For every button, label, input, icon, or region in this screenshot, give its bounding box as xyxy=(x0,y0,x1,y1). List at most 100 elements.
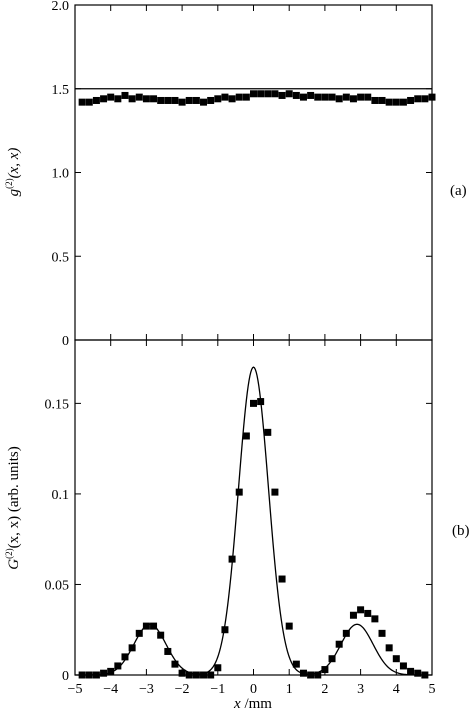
x-tick-label: 1 xyxy=(286,682,293,697)
data-point xyxy=(78,98,86,106)
data-point xyxy=(328,655,336,663)
data-point xyxy=(292,660,300,668)
data-point xyxy=(178,669,186,677)
y-tick-label: 2.0 xyxy=(52,0,70,14)
data-point xyxy=(157,96,165,104)
data-point xyxy=(207,96,215,104)
data-point xyxy=(92,96,100,104)
data-point xyxy=(107,93,115,101)
data-point xyxy=(385,98,393,106)
data-point xyxy=(271,90,279,98)
data-point xyxy=(114,95,122,103)
panel-a-label: (a) xyxy=(450,183,467,199)
panel-b-y-tick-labels: 0 0.05 0.1 0.15 xyxy=(45,397,70,684)
panel-a-y-axis-label-sup: (2) xyxy=(4,178,14,189)
panel-b-frame xyxy=(74,339,433,676)
panel-b-y-axis-label-sup: (2) xyxy=(4,548,14,559)
x-tick-label: −1 xyxy=(210,682,225,697)
data-point xyxy=(214,664,222,672)
panel-a-y-ticks xyxy=(75,4,432,341)
panel-a-frame xyxy=(74,4,433,341)
data-point xyxy=(228,95,236,103)
data-point xyxy=(200,98,208,106)
panel-b-x-ticks xyxy=(74,340,433,675)
data-point xyxy=(292,91,300,99)
panel-b-y-axis-label: G(2)(x, x) (arb. units) xyxy=(4,446,22,569)
panel-b-label: (b) xyxy=(452,523,470,539)
data-point xyxy=(114,662,122,670)
data-point xyxy=(150,95,158,103)
data-point xyxy=(371,615,379,623)
panel-a: 0 0.5 1.0 1.5 2.0 g(2)(x, x) (a) xyxy=(4,0,467,349)
y-tick-label: 1.0 xyxy=(52,167,70,182)
panel-b-x-tick-labels: −5 −4 −3 −2 −1 0 1 2 3 4 5 xyxy=(68,682,436,697)
data-point xyxy=(349,95,357,103)
x-tick-label: 5 xyxy=(429,682,436,697)
data-point xyxy=(257,90,265,98)
y-tick-label: 0.05 xyxy=(45,578,70,593)
data-point xyxy=(407,667,415,675)
data-point xyxy=(185,671,193,679)
panel-b-y-ticks xyxy=(75,402,432,676)
data-point xyxy=(399,98,407,106)
data-point xyxy=(307,671,315,679)
data-point xyxy=(192,671,200,679)
data-point xyxy=(200,671,208,679)
data-point xyxy=(421,95,429,103)
y-tick-label: 0 xyxy=(62,334,69,349)
data-point xyxy=(242,93,250,101)
data-point xyxy=(428,93,436,101)
data-point xyxy=(250,399,257,407)
data-point xyxy=(357,606,365,614)
x-tick-label: 3 xyxy=(357,682,364,697)
data-point xyxy=(100,95,108,103)
panel-a-y-axis-label-main: g xyxy=(6,188,22,196)
panel-b-x-axis-label: x /mm xyxy=(233,696,272,712)
data-point xyxy=(85,98,93,106)
data-point xyxy=(342,93,350,101)
panel-b-y-axis-label-rest: (x, x) (arb. units) xyxy=(6,446,22,548)
data-point xyxy=(214,95,222,103)
y-tick-label: 0.1 xyxy=(52,488,70,503)
data-point xyxy=(314,671,322,679)
data-point xyxy=(192,96,200,104)
x-tick-label: −3 xyxy=(139,682,154,697)
data-point xyxy=(264,90,272,98)
data-point xyxy=(171,96,179,104)
data-point xyxy=(221,93,229,101)
y-tick-label: 1.5 xyxy=(52,83,70,98)
data-point xyxy=(235,93,243,101)
data-point xyxy=(392,655,400,663)
panel-b-y-axis-label-main: G xyxy=(6,559,22,570)
fit-line xyxy=(75,366,432,676)
data-point xyxy=(171,660,179,668)
data-point xyxy=(364,609,372,617)
panel-a-y-tick-labels: 0 0.5 1.0 1.5 2.0 xyxy=(52,0,70,349)
x-tick-label: −2 xyxy=(175,682,190,697)
data-point xyxy=(278,91,286,99)
panel-a-y-axis-label-rest: (x, x) xyxy=(6,148,22,179)
data-point xyxy=(371,96,379,104)
x-tick-label: −4 xyxy=(103,682,118,697)
data-point xyxy=(414,95,422,103)
data-point xyxy=(357,93,365,101)
data-point xyxy=(349,611,357,619)
data-point xyxy=(135,93,143,101)
data-point xyxy=(185,96,193,104)
panel-b: −5 −4 −3 −2 −1 0 1 2 3 4 5 0 0.05 0.1 0.15 G(2)(x, x)… xyxy=(4,339,470,712)
data-point xyxy=(399,662,407,670)
data-point xyxy=(278,575,286,583)
data-point xyxy=(328,93,336,101)
panel-a-plot-area xyxy=(74,5,436,340)
data-point xyxy=(242,432,250,440)
data-point xyxy=(128,95,136,103)
data-point xyxy=(178,98,186,106)
x-tick-label: −5 xyxy=(68,682,83,697)
data-point xyxy=(414,669,422,677)
data-point xyxy=(164,647,172,655)
panel-b-x-axis-label-var: x xyxy=(233,696,241,712)
data-point xyxy=(264,428,272,436)
x-tick-label: 0 xyxy=(250,682,257,697)
data-point xyxy=(321,666,329,674)
